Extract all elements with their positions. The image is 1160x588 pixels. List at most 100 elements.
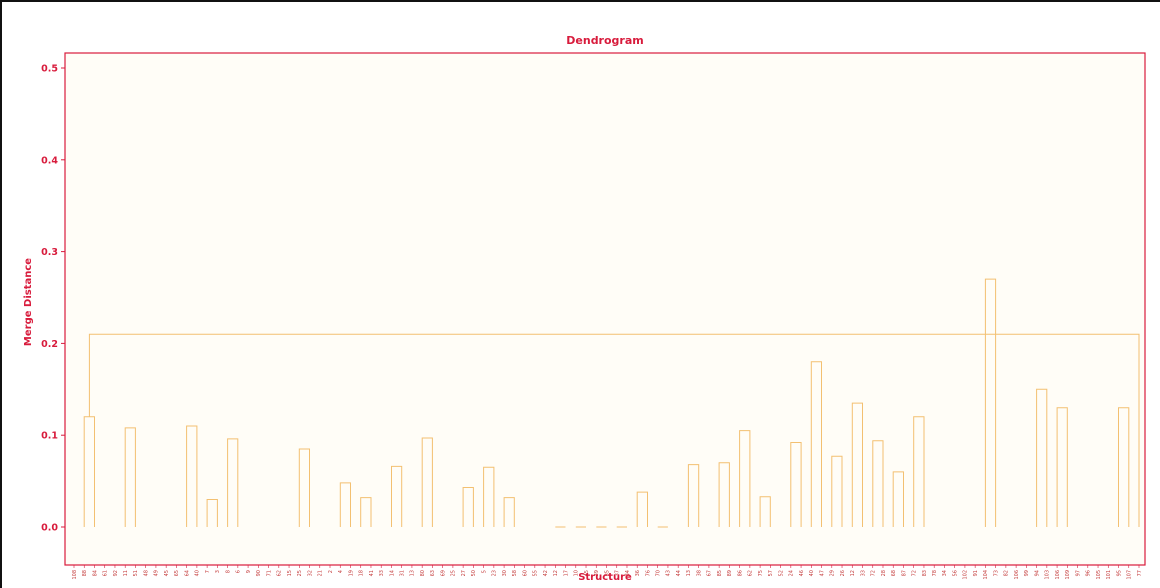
x-tick-label: 109 xyxy=(1065,570,1071,580)
x-tick-label: 82 xyxy=(1004,570,1010,576)
x-tick-label: 25 xyxy=(297,570,303,576)
x-tick-label: 71 xyxy=(266,570,272,576)
x-tick-label: 80 xyxy=(420,570,426,576)
dendrogram-link xyxy=(186,425,198,527)
x-tick-label: 83 xyxy=(922,570,928,576)
x-tick-label: 77 xyxy=(1137,570,1143,576)
x-tick-label: 92 xyxy=(113,570,119,576)
dendrogram-link xyxy=(421,437,433,527)
y-tick-label: 0.4 xyxy=(41,155,58,166)
dendrogram-link xyxy=(759,496,771,527)
x-axis-label: Structure xyxy=(578,572,632,583)
x-tick-label: 85 xyxy=(717,570,723,576)
x-tick-label: 57 xyxy=(768,570,774,576)
x-tick-label: 35 xyxy=(604,570,610,576)
x-tick-label: 5 xyxy=(481,570,487,573)
x-tick-label: 14 xyxy=(389,570,395,576)
dendrogram-link xyxy=(503,497,515,527)
x-tick-label: 62 xyxy=(748,570,754,576)
x-tick-label: 40 xyxy=(195,570,201,576)
x-tick-label: 86 xyxy=(737,570,743,576)
x-tick-label: 27 xyxy=(461,570,467,576)
y-axis-label: Merge Distance xyxy=(23,258,34,346)
x-tick-label: 104 xyxy=(983,570,989,580)
dendrogram-link xyxy=(124,427,136,527)
x-tick-label: 15 xyxy=(287,570,293,576)
x-tick-label: 106 xyxy=(1055,570,1061,580)
y-tick-label: 0.0 xyxy=(41,523,58,534)
x-tick-label: 10 xyxy=(574,570,580,576)
x-tick-label: 42 xyxy=(543,570,549,576)
x-tick-label: 51 xyxy=(133,570,139,576)
dendrogram-link xyxy=(391,465,403,527)
x-tick-label: 70 xyxy=(656,570,662,576)
x-tick-label: 103 xyxy=(1045,570,1051,580)
dendrogram-links xyxy=(83,278,1140,528)
x-tick-label: 12 xyxy=(553,570,559,576)
x-tick-label: 44 xyxy=(676,570,682,576)
x-tick-label: 45 xyxy=(584,570,590,576)
x-tick-label: 45 xyxy=(164,570,170,576)
dendrogram-link xyxy=(88,333,1140,527)
x-tick-label: 52 xyxy=(778,570,784,576)
x-tick-label: 88 xyxy=(82,570,88,576)
dendrogram-link xyxy=(339,482,351,527)
x-tick-label: 99 xyxy=(1024,570,1030,576)
y-axis: 0.0 0.1 0.2 0.3 0.4 0.5 xyxy=(41,64,65,534)
x-tick-label: 36 xyxy=(635,570,641,576)
x-tick-label: 17 xyxy=(563,570,569,576)
x-tick-label: 72 xyxy=(871,570,877,576)
x-tick-label: 40 xyxy=(809,570,815,576)
x-tick-label: 29 xyxy=(830,570,836,576)
x-tick-label: 41 xyxy=(369,570,375,576)
x-tick-label: 50 xyxy=(471,570,477,576)
x-tick-label: 13 xyxy=(686,570,692,576)
dendrogram-link xyxy=(206,499,218,527)
dendrogram-link xyxy=(1056,407,1068,527)
x-tick-label: 90 xyxy=(256,570,262,576)
x-tick-label: 102 xyxy=(963,570,969,580)
x-tick-label: 95 xyxy=(1116,570,1122,576)
dendrogram-link xyxy=(718,462,730,527)
x-tick-label: 101 xyxy=(1106,570,1112,580)
x-tick-label: 7 xyxy=(205,570,211,573)
dendrogram-link xyxy=(1036,388,1048,527)
dendrogram-link xyxy=(913,416,925,527)
plot-area xyxy=(64,52,1146,566)
x-tick-label: 38 xyxy=(697,570,703,576)
x-tick-label: 43 xyxy=(666,570,672,576)
x-tick-label: 64 xyxy=(184,570,190,576)
x-tick-label: 84 xyxy=(92,570,98,576)
x-tick-label: 31 xyxy=(400,570,406,576)
x-tick-label: 32 xyxy=(307,570,313,576)
x-tick-label: 62 xyxy=(277,570,283,576)
dendrogram-link xyxy=(1118,407,1130,527)
x-tick-label: 78 xyxy=(932,570,938,576)
x-tick-label: 46 xyxy=(799,570,805,576)
dendrogram-link xyxy=(462,487,474,527)
dendrogram-link xyxy=(360,497,372,527)
dendrogram-link xyxy=(227,438,239,527)
x-tick-label: 2 xyxy=(328,570,334,573)
x-tick-label: 61 xyxy=(103,570,109,576)
x-tick-label: 60 xyxy=(522,570,528,576)
x-tick-label: 39 xyxy=(594,570,600,576)
chart-title: Dendrogram xyxy=(566,34,643,47)
x-tick-label: 47 xyxy=(819,570,825,576)
x-tick-label: 56 xyxy=(953,570,959,576)
dendrogram-link xyxy=(298,448,310,527)
x-tick-label: 63 xyxy=(430,570,436,576)
x-tick-label: 33 xyxy=(379,570,385,576)
x-tick-label: 75 xyxy=(758,570,764,576)
y-tick-label: 0.2 xyxy=(41,339,58,350)
x-tick-label: 8 xyxy=(225,570,231,573)
x-tick-label: 21 xyxy=(318,570,324,576)
dendrogram-link xyxy=(851,402,863,527)
x-tick-label: 37 xyxy=(615,570,621,576)
dendrogram-link xyxy=(984,278,997,527)
x-tick-label: 87 xyxy=(901,570,907,576)
x-tick-label: 34 xyxy=(625,570,631,576)
x-tick-label: 13 xyxy=(410,570,416,576)
